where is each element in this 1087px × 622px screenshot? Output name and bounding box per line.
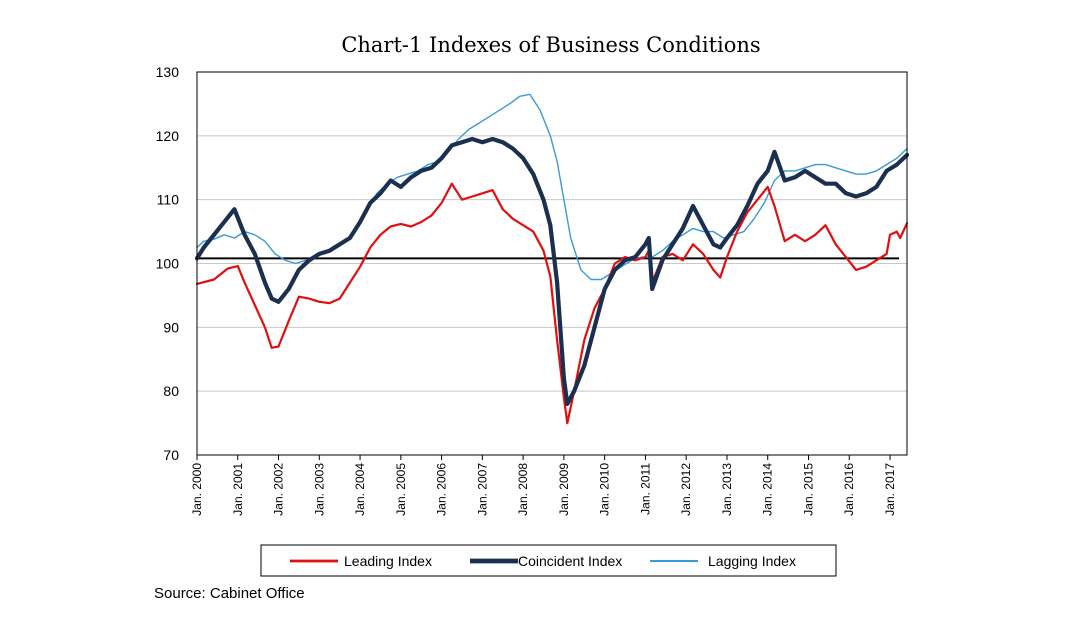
x-tick-label: Jan. 2006 (435, 463, 449, 516)
series-line-leading-index (195, 182, 909, 425)
series-group (194, 93, 910, 425)
y-tick-label: 120 (156, 128, 180, 144)
y-axis: 70 80 90 100 110 120 130 (156, 64, 180, 463)
x-tick-label: Jan. 2005 (394, 463, 408, 516)
legend: Leading Index Coincident Index Lagging Ind… (260, 544, 837, 577)
legend-label-lagging-index: Lagging Index (708, 553, 796, 569)
y-tick-label: 70 (163, 447, 179, 463)
x-tick-label: Jan. 2002 (272, 463, 286, 516)
x-tick-label: Jan. 2014 (761, 463, 775, 516)
x-tick-label: Jan. 2010 (598, 463, 612, 516)
series-line-coincident-index (194, 136, 910, 406)
x-tick-label: Jan. 2017 (883, 463, 897, 516)
y-tick-label: 100 (156, 256, 180, 272)
x-tick-label: Jan. 2001 (231, 463, 245, 516)
x-tick-label: Jan. 2013 (720, 463, 734, 516)
legend-label-leading-index: Leading Index (344, 553, 432, 569)
y-tick-label: 110 (157, 192, 180, 208)
x-tick-label: Jan. 2012 (679, 463, 693, 516)
x-tick-label: Jan. 2004 (353, 463, 367, 516)
y-tick-label: 90 (163, 319, 179, 335)
y-tick-label: 80 (163, 383, 179, 399)
x-tick-label: Jan. 2000 (190, 463, 204, 516)
legend-box (260, 544, 837, 577)
x-tick-label: Jan. 2016 (842, 463, 856, 516)
x-axis: Jan. 2000 Jan. 2001 Jan. 2002 Jan. 2003 Jan.… (190, 455, 897, 516)
legend-label-coincident-index: Coincident Index (518, 553, 622, 569)
x-tick-label: Jan. 2009 (557, 463, 571, 516)
source-note: Source: Cabinet Office (154, 585, 305, 602)
x-tick-label: Jan. 2011 (638, 463, 652, 515)
chart-title: Chart-1 Indexes of Business Conditions (341, 33, 760, 57)
x-tick-label: Jan. 2008 (516, 463, 530, 516)
y-tick-label: 130 (156, 64, 180, 80)
plot-frame (196, 71, 908, 456)
x-tick-label: Jan. 2007 (475, 463, 489, 516)
x-tick-label: Jan. 2015 (801, 463, 815, 516)
grid-lines (197, 135, 907, 392)
x-tick-label: Jan. 2003 (312, 463, 326, 516)
